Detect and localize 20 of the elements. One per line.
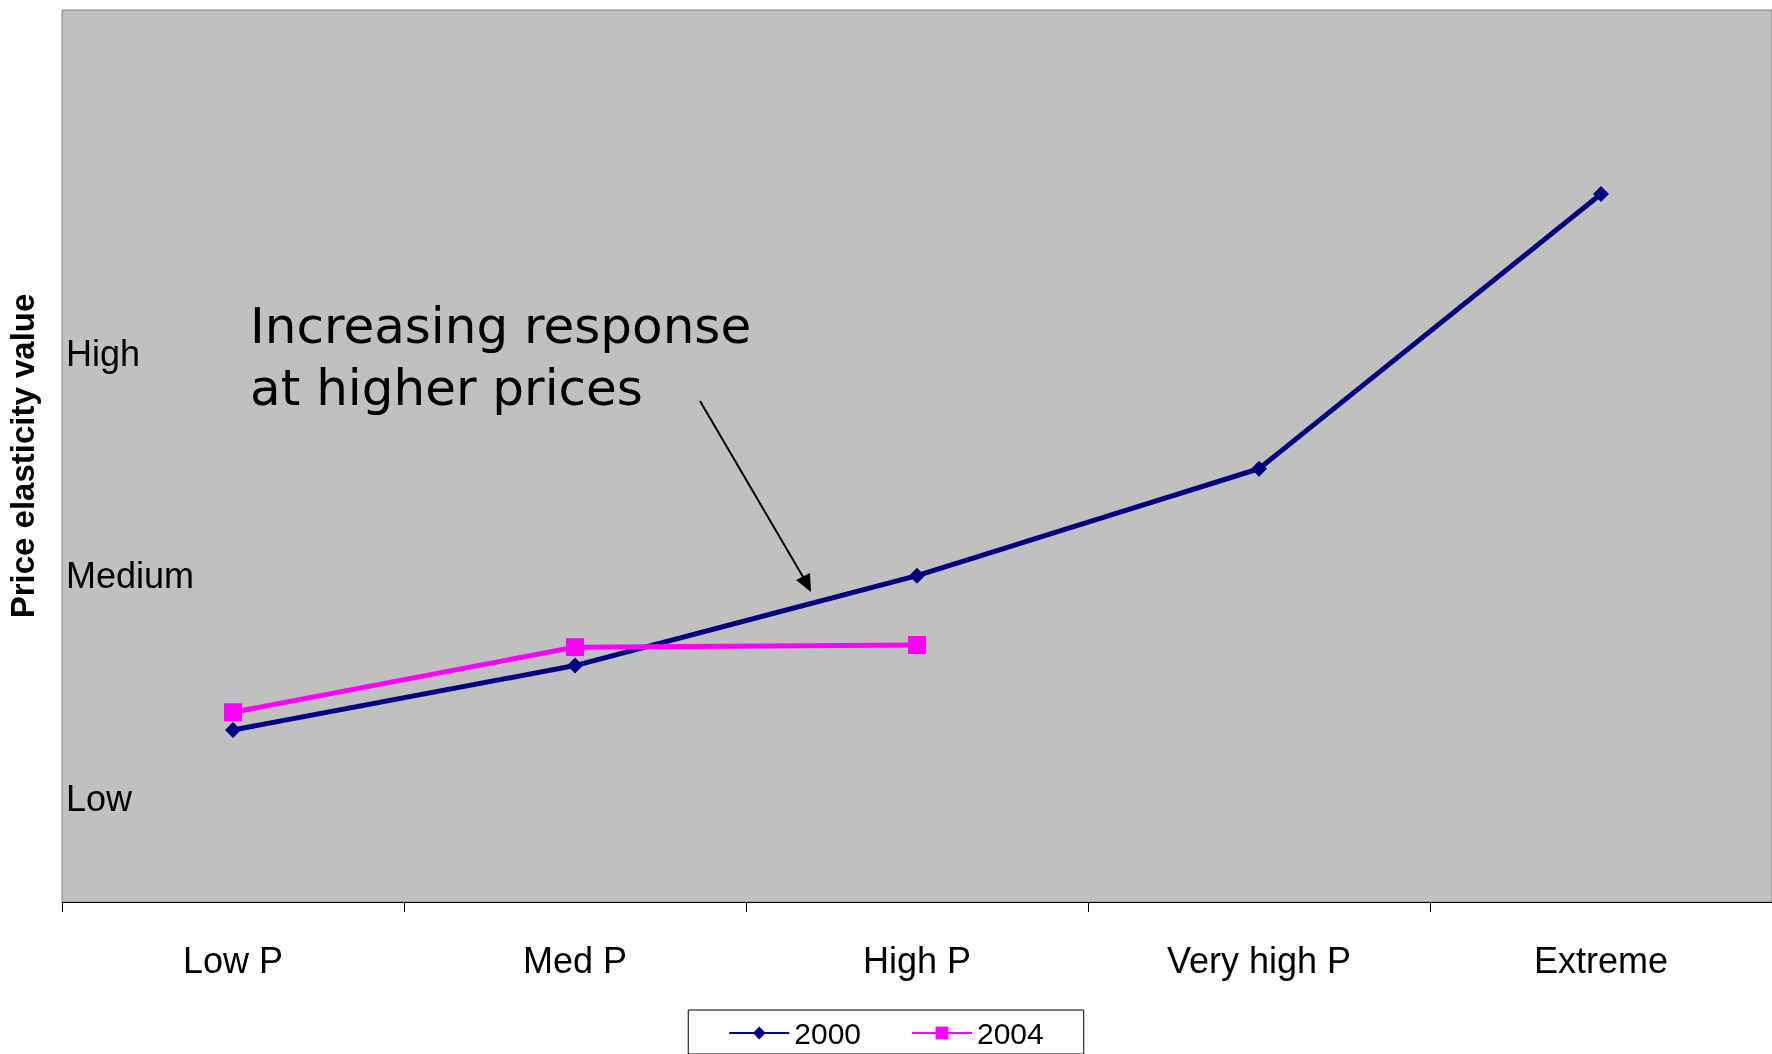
annotation: Medium — [66, 554, 195, 596]
point — [224, 703, 242, 722]
point — [908, 636, 926, 655]
x-tick-label: Very high P — [1166, 939, 1352, 981]
y-axis-title: Price elasticity value — [3, 293, 41, 619]
x-tick-label: Med P — [522, 939, 628, 981]
annotation: Low — [66, 777, 134, 819]
legend-label: 2004 — [977, 1016, 1044, 1050]
point — [225, 721, 241, 738]
point — [567, 657, 583, 674]
point — [566, 638, 584, 657]
x-tick-label: High P — [862, 939, 972, 981]
annotation: Increasing response at higher prices — [250, 297, 752, 417]
x-tick-label: Extreme — [1533, 939, 1669, 981]
annotation: High — [66, 332, 141, 374]
point — [1593, 186, 1609, 203]
point — [909, 567, 925, 584]
point — [1251, 460, 1267, 477]
x-tick-label: Low P — [182, 939, 284, 981]
legend-label: 2000 — [794, 1016, 862, 1050]
